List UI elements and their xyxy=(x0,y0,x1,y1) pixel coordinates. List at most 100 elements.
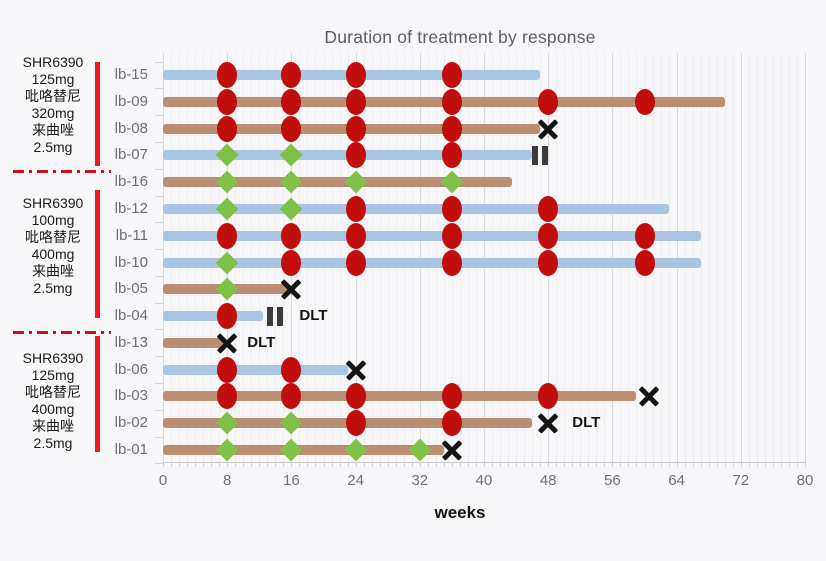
patient-label: lb-08 xyxy=(114,119,148,137)
red-circle-marker xyxy=(634,249,655,276)
group-separator-dashline xyxy=(13,331,111,334)
x-end-marker xyxy=(216,332,238,354)
x-axis-tick xyxy=(652,463,654,467)
red-circle-marker xyxy=(538,195,559,222)
y-axis-tick xyxy=(155,436,163,438)
minor-gridline xyxy=(708,53,710,462)
minor-gridline xyxy=(724,53,726,462)
dlt-label: DLT xyxy=(572,414,601,432)
red-circle-marker xyxy=(217,62,238,88)
pause-bar xyxy=(532,145,539,165)
dose-group-label-line: 来曲唑 xyxy=(32,122,74,138)
x-axis-tick xyxy=(419,463,421,467)
dose-group-label-line: 400mg xyxy=(31,401,75,417)
x-axis-tick xyxy=(451,463,453,467)
x-axis-tick xyxy=(676,463,678,467)
red-circle-marker xyxy=(281,88,302,115)
red-circle-marker xyxy=(441,222,462,249)
dose-group-label-line: SHR6390 xyxy=(22,350,84,366)
x-axis-tick xyxy=(435,463,437,467)
treatment-bar-lb-13 xyxy=(163,337,224,348)
x-axis-tick xyxy=(267,463,269,467)
x-tick-label: 40 xyxy=(475,472,493,489)
treatment-bar-lb-01 xyxy=(163,445,444,455)
red-circle-marker xyxy=(281,356,302,383)
x-tick-label: 24 xyxy=(347,472,364,489)
minor-gridline xyxy=(716,53,718,462)
minor-gridline xyxy=(796,53,798,462)
treatment-bar-lb-03 xyxy=(163,391,637,402)
group-separator-dashline xyxy=(13,170,111,173)
patient-label: lb-16 xyxy=(114,173,148,191)
x-axis-tick xyxy=(492,463,494,467)
x-axis-tick xyxy=(612,463,614,467)
pause-bar xyxy=(267,306,274,326)
pause-bar xyxy=(277,306,284,326)
y-axis-tick xyxy=(155,222,163,224)
x-axis-tick xyxy=(484,463,485,467)
patient-label: lb-07 xyxy=(114,146,148,164)
treatment-bar-lb-10 xyxy=(163,257,701,268)
red-circle-marker xyxy=(441,62,462,88)
x-axis-tick xyxy=(171,463,173,467)
dose-group-label: SHR6390 100mg 吡咯替尼 400mg 来曲唑 2.5mg xyxy=(5,195,101,297)
red-circle-marker xyxy=(345,142,366,169)
red-circle-marker xyxy=(345,88,366,115)
x-axis-tick xyxy=(805,463,806,467)
patient-label: lb-12 xyxy=(114,199,148,217)
x-axis-tick xyxy=(548,463,550,467)
patient-label: lb-15 xyxy=(114,66,148,83)
minor-gridline xyxy=(700,53,702,462)
red-circle-marker xyxy=(281,222,302,249)
dose-group-label-line: 2.5mg xyxy=(33,139,73,155)
x-axis-tick xyxy=(724,463,726,467)
red-circle-marker xyxy=(345,410,366,437)
minor-gridline xyxy=(756,53,758,462)
x-axis-tick xyxy=(467,463,469,467)
x-axis-tick xyxy=(540,463,542,467)
x-axis-tick xyxy=(636,463,638,467)
x-axis-tick xyxy=(508,463,510,467)
x-axis-tick xyxy=(187,463,189,467)
red-circle-marker xyxy=(441,249,462,276)
x-axis-tick xyxy=(395,463,397,467)
dose-group-label-line: SHR6390 xyxy=(22,54,84,70)
y-axis-tick xyxy=(155,88,163,90)
x-axis-tick xyxy=(427,463,429,467)
red-circle-marker xyxy=(441,383,462,410)
x-axis-tick xyxy=(796,463,798,467)
x-axis-tick xyxy=(275,463,277,467)
dose-group-label-line: 吡咯替尼 xyxy=(25,384,81,400)
red-circle-marker xyxy=(345,195,366,222)
red-circle-marker xyxy=(281,383,302,410)
dose-group-bar xyxy=(95,190,100,318)
x-axis-tick xyxy=(475,463,477,467)
x-axis-tick xyxy=(243,463,245,467)
x-axis-tick xyxy=(219,463,221,467)
x-axis-tick xyxy=(596,463,598,467)
x-end-marker xyxy=(537,118,559,140)
y-axis-tick xyxy=(155,383,163,385)
red-circle-marker xyxy=(634,88,655,115)
patient-label: lb-02 xyxy=(114,414,148,432)
treatment-bar-lb-04 xyxy=(163,311,264,322)
dlt-label: DLT xyxy=(247,333,276,351)
red-circle-marker xyxy=(281,62,302,88)
dose-group-label: SHR6390 125mg 吡咯替尼 400mg 来曲唑 2.5mg xyxy=(5,350,101,452)
y-axis-tick xyxy=(155,115,163,117)
major-gridline xyxy=(805,53,806,462)
dose-group-bar xyxy=(95,336,100,452)
minor-gridline xyxy=(732,53,734,462)
x-axis-tick xyxy=(580,463,582,467)
pause-marker xyxy=(532,145,549,165)
dose-group-label-line: 125mg xyxy=(31,71,75,87)
x-axis-tick xyxy=(259,463,261,467)
dose-group-label-line: 2.5mg xyxy=(33,435,73,451)
x-end-marker xyxy=(280,278,302,300)
x-axis-tick xyxy=(748,463,750,467)
x-tick-label: 72 xyxy=(732,472,750,489)
dose-group-label-line: 来曲唑 xyxy=(32,263,74,279)
red-circle-marker xyxy=(441,88,462,115)
x-axis-tick xyxy=(764,463,766,467)
